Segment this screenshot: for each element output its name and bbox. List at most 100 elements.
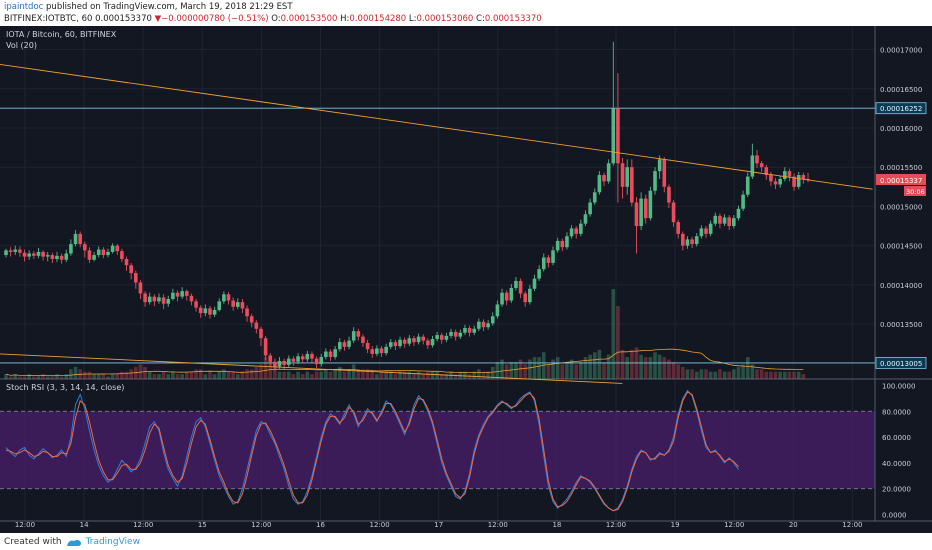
- candle-body: [555, 240, 560, 251]
- candle-body: [708, 223, 713, 234]
- candle-body: [55, 255, 59, 259]
- volume-bar: [351, 364, 356, 379]
- candle-body: [560, 240, 565, 248]
- candle-body: [801, 175, 806, 179]
- candle-body: [402, 339, 407, 344]
- candle-body: [759, 163, 764, 168]
- candle-body: [769, 175, 773, 182]
- open-label: O:: [271, 14, 281, 24]
- stoch-rsi-band: [0, 411, 875, 489]
- volume-bar: [439, 374, 444, 379]
- volume-bar: [546, 364, 551, 379]
- candle-body: [541, 257, 546, 270]
- volume-bar: [579, 361, 583, 379]
- candle-body: [222, 294, 226, 302]
- candle-body: [365, 342, 370, 350]
- time-tick-label: 18: [552, 521, 561, 529]
- candle-body: [64, 253, 69, 260]
- volume-bar: [32, 376, 36, 379]
- candle-body: [296, 356, 300, 362]
- candle-body: [180, 291, 184, 297]
- volume-bar: [50, 376, 55, 379]
- volume-bar: [217, 371, 222, 379]
- open-value: 0.000153500: [280, 14, 338, 24]
- candle-body: [268, 355, 273, 362]
- candle-body: [630, 167, 634, 203]
- time-tick-label: 12:00: [251, 521, 271, 529]
- volume-bar: [180, 374, 184, 379]
- volume-bar: [574, 364, 579, 379]
- last-price: 0.000153370: [95, 14, 152, 24]
- volume-bar: [208, 371, 212, 379]
- volume-bar: [657, 354, 662, 379]
- volume-bar: [87, 371, 92, 379]
- volume-bar: [430, 371, 435, 379]
- candle-body: [263, 338, 268, 356]
- volume-bar: [597, 349, 602, 379]
- volume-bar: [379, 371, 384, 379]
- volume-bar: [161, 371, 166, 379]
- candle-body: [653, 171, 657, 191]
- volume-bar: [83, 371, 87, 379]
- candle-body: [324, 351, 328, 358]
- candle-body: [416, 336, 421, 343]
- price-tick-label: 0.00013500: [880, 321, 922, 329]
- volume-bar: [286, 371, 291, 379]
- level-label: 0.00016252: [880, 105, 922, 113]
- candle-body: [175, 292, 180, 297]
- candle-body: [356, 331, 361, 337]
- volume-bar: [388, 371, 393, 379]
- candle-body: [736, 208, 741, 219]
- candle-body: [755, 155, 759, 164]
- volume-bar: [393, 374, 398, 379]
- candle-body: [194, 301, 198, 308]
- stoch-rsi-tick-label: 80.0000: [882, 408, 911, 416]
- candle-body: [588, 202, 592, 215]
- volume-bar: [106, 376, 110, 379]
- candle-body: [592, 192, 597, 203]
- volume-bar: [713, 371, 718, 379]
- price-tick-label: 0.00015500: [880, 164, 922, 172]
- volume-bar: [611, 289, 616, 379]
- time-tick-label: 14: [80, 521, 89, 529]
- volume-bar: [152, 374, 157, 379]
- volume-bar: [296, 371, 300, 379]
- volume-bar: [226, 371, 231, 379]
- candle-body: [732, 218, 736, 227]
- volume-bar: [59, 376, 64, 379]
- candle-body: [96, 249, 101, 256]
- volume-bar: [69, 369, 73, 379]
- volume-bar: [36, 376, 41, 379]
- candle-body: [347, 340, 351, 347]
- price-tick-label: 0.00016000: [880, 125, 922, 133]
- volume-bar: [27, 374, 31, 379]
- volume-bar: [741, 364, 745, 379]
- candle-body: [495, 304, 500, 317]
- volume-bar: [606, 354, 611, 379]
- candle-body: [41, 251, 45, 257]
- volume-bar: [555, 357, 560, 379]
- low-value: 0.000153060: [416, 14, 474, 24]
- chart-canvas[interactable]: 0.00017000 0.00016500 0.00016000 0.00015500…: [0, 26, 932, 533]
- volume-bar: [421, 374, 426, 379]
- volume-bar: [708, 371, 713, 379]
- volume-bar: [685, 369, 690, 379]
- candle-body: [129, 265, 133, 274]
- stoch-rsi-tick-label: 60.0000: [882, 434, 911, 442]
- volume-bar: [305, 371, 310, 379]
- tradingview-brand[interactable]: TradingView: [85, 537, 140, 547]
- volume-bar: [347, 369, 351, 379]
- candle-body: [481, 321, 486, 328]
- symbol-label: BITFINEX:IOTBTC, 60: [4, 14, 93, 24]
- candle-body: [388, 342, 393, 347]
- candle-body: [13, 249, 18, 252]
- candle-body: [435, 335, 439, 339]
- candle-body: [764, 167, 769, 176]
- volume-bar: [481, 371, 486, 379]
- author-link[interactable]: ipaintdoc: [4, 2, 44, 12]
- candle-body: [778, 178, 782, 185]
- volume-bar: [736, 366, 741, 379]
- volume-bar: [699, 369, 704, 379]
- volume-bar: [745, 357, 750, 379]
- candle-body: [32, 253, 36, 256]
